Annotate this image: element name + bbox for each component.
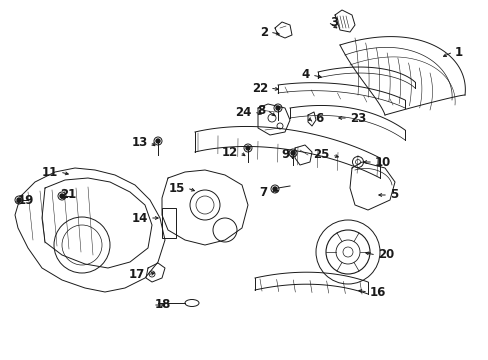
Circle shape [245, 146, 249, 150]
Text: 7: 7 [258, 185, 266, 198]
Text: 5: 5 [389, 189, 397, 202]
Text: 19: 19 [18, 194, 34, 207]
Bar [162, 208, 176, 238]
Circle shape [275, 106, 280, 110]
Text: 21: 21 [60, 189, 76, 202]
Text: 6: 6 [314, 112, 323, 125]
Text: 25: 25 [313, 148, 329, 162]
Text: 17: 17 [128, 269, 145, 282]
Text: 20: 20 [377, 248, 393, 261]
Circle shape [156, 139, 160, 143]
Text: 11: 11 [41, 166, 58, 179]
Text: 24: 24 [235, 105, 251, 118]
Text: 12: 12 [221, 145, 238, 158]
Text: 2: 2 [259, 26, 267, 39]
Text: 1: 1 [454, 45, 462, 58]
Circle shape [60, 194, 64, 198]
Text: 13: 13 [131, 135, 148, 148]
Text: 3: 3 [329, 15, 337, 28]
Text: 9: 9 [281, 148, 289, 162]
Text: 23: 23 [349, 112, 366, 125]
Text: 14: 14 [131, 211, 148, 225]
Text: 4: 4 [301, 68, 309, 81]
Text: 15: 15 [168, 181, 184, 194]
Text: 18: 18 [155, 298, 171, 311]
Text: 10: 10 [374, 156, 390, 168]
Text: 8: 8 [256, 104, 264, 117]
Text: 16: 16 [369, 285, 386, 298]
Circle shape [17, 198, 21, 202]
Text: 22: 22 [251, 81, 267, 94]
Circle shape [290, 151, 294, 155]
Circle shape [272, 187, 276, 191]
